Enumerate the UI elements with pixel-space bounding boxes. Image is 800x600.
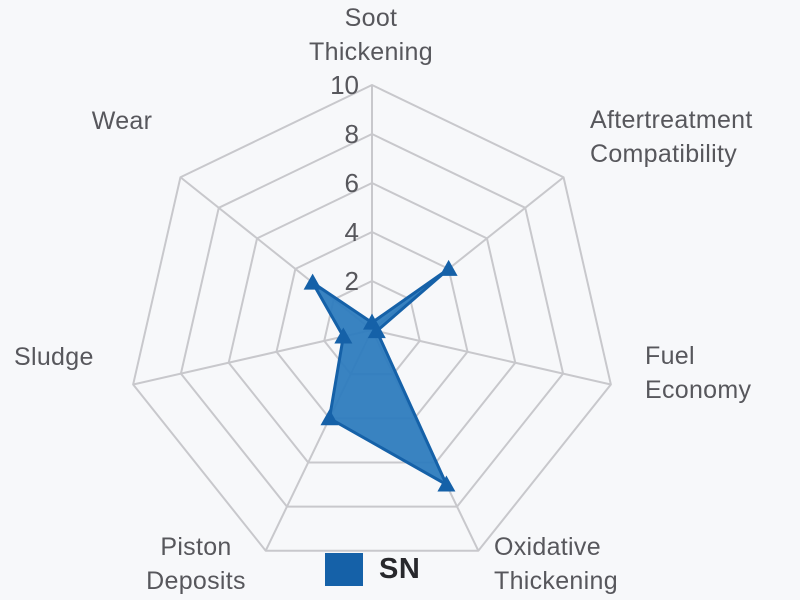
radar-series-sn	[303, 259, 458, 492]
legend-label-sn: SN	[379, 553, 421, 585]
axis-label-fuel-economy: Fuel Economy	[645, 342, 752, 404]
radar-grid-rings	[132, 84, 612, 552]
radar-tick-labels: 2 4 6 8 10	[330, 70, 359, 296]
svg-text:4: 4	[345, 217, 359, 247]
svg-text:8: 8	[345, 119, 359, 149]
axis-label-aftertreatment-compatibility: Aftertreatment Compatibility	[590, 106, 753, 168]
axis-label-piston-deposits: Piston Deposits	[146, 533, 246, 595]
svg-text:10: 10	[330, 70, 359, 100]
axis-label-oxidative-thickening: Oxidative Thickening	[494, 533, 618, 595]
svg-text:6: 6	[345, 168, 359, 198]
axis-label-soot-thickening: Soot Thickening	[309, 4, 433, 66]
axis-label-sludge: Sludge	[14, 343, 94, 371]
legend-swatch-sn	[325, 553, 363, 586]
legend: SN	[325, 553, 420, 586]
svg-text:2: 2	[345, 266, 359, 296]
axis-label-wear: Wear	[91, 107, 153, 135]
